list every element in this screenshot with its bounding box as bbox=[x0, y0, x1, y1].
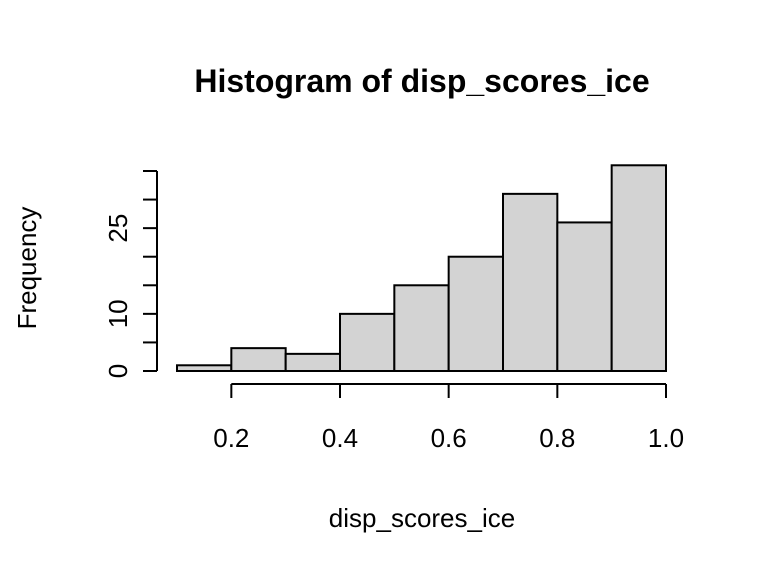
y-axis-label: Frequency bbox=[12, 207, 42, 330]
x-tick-label: 1.0 bbox=[648, 423, 684, 453]
y-tick-label: 0 bbox=[103, 364, 133, 378]
histogram-bar bbox=[502, 192, 559, 372]
x-tick-label: 0.8 bbox=[539, 423, 575, 453]
histogram-bar bbox=[230, 347, 287, 372]
y-axis: 0 10 25 bbox=[103, 170, 158, 378]
chart-title: Histogram of disp_scores_ice bbox=[194, 63, 649, 99]
y-tick-label: 10 bbox=[103, 299, 133, 328]
histogram-bar bbox=[393, 284, 450, 372]
histogram-bar bbox=[447, 255, 504, 373]
x-tick-label: 0.2 bbox=[213, 423, 249, 453]
histogram-bar bbox=[339, 312, 396, 373]
x-tick-label: 0.4 bbox=[322, 423, 358, 453]
x-tick-label: 0.6 bbox=[431, 423, 467, 453]
y-tick-label: 25 bbox=[103, 214, 133, 243]
histogram-bar bbox=[176, 364, 233, 372]
bars-group bbox=[176, 164, 668, 373]
histogram-bar bbox=[556, 221, 613, 372]
x-axis: 0.2 0.4 0.6 0.8 1.0 bbox=[213, 383, 684, 453]
histogram-bar bbox=[284, 352, 341, 373]
x-axis-label: disp_scores_ice bbox=[329, 503, 515, 533]
histogram-bar bbox=[610, 164, 668, 372]
